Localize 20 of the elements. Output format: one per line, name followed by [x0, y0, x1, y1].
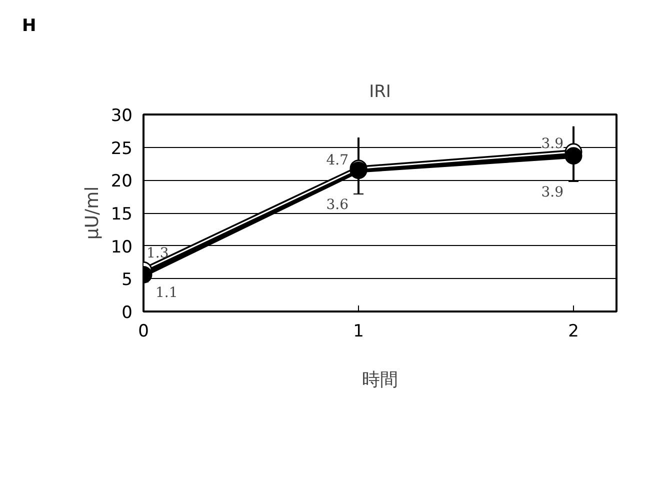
annotation: 1.1	[156, 284, 178, 301]
y-tick-label: 10	[110, 237, 133, 258]
annotation: 3.9	[541, 136, 564, 152]
text: H	[22, 15, 36, 38]
annotation: 4.7	[326, 152, 348, 168]
y-tick-label: 30	[110, 106, 133, 126]
annotation: 3.9	[541, 184, 564, 200]
annotation: 3.6	[326, 196, 349, 213]
y-tick-label: 20	[110, 172, 133, 192]
chart-title: IRI	[369, 82, 391, 102]
y-tick-label: 15	[110, 204, 133, 224]
y-tick-label: 25	[110, 138, 133, 159]
y-tick-label: 0	[122, 303, 133, 323]
x-tick-label: 1	[353, 322, 364, 342]
x-tick-label: 0	[138, 322, 149, 342]
y-axis-title: μU/ml	[82, 186, 103, 240]
y-tick-label: 5	[122, 270, 133, 290]
annotation: 1.3	[146, 246, 169, 262]
x-axis-title: 時間	[362, 370, 398, 390]
x-tick-label: 2	[568, 322, 579, 342]
